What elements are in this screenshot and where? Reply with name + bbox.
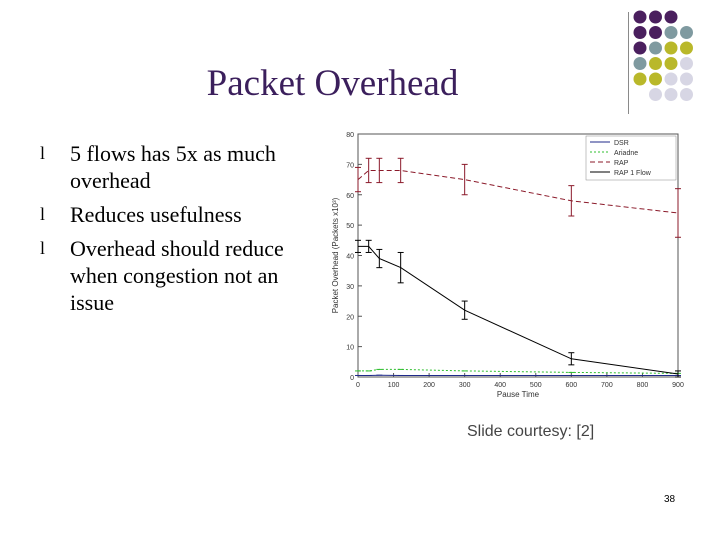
decorative-dot	[633, 10, 647, 24]
bullet-item: l 5 flows has 5x as much overhead	[40, 140, 310, 194]
decorative-dot	[680, 26, 693, 39]
decorative-dot-grid	[633, 10, 693, 101]
legend-box	[585, 135, 677, 181]
decorative-dot	[649, 72, 662, 86]
decorative-dot	[649, 41, 662, 55]
x-tick-label: 200	[423, 382, 435, 389]
decorative-dot	[649, 26, 662, 39]
x-axis-label: Pause Time	[497, 390, 540, 399]
y-tick-label: 10	[346, 345, 354, 352]
bullet-text: Reduces usefulness	[70, 202, 242, 227]
x-tick-label: 600	[565, 382, 577, 389]
decorative-dot	[633, 41, 647, 55]
decorative-dot	[633, 57, 647, 70]
y-axis-label: Packet Overhead (Packets x10³)	[331, 197, 340, 313]
decorative-dot	[680, 41, 693, 55]
x-tick-label: 900	[672, 382, 684, 389]
bullet-item: l Overhead should reduce when congestion …	[40, 235, 310, 316]
decorative-dot	[664, 72, 678, 86]
bullet-icon: l	[40, 238, 46, 258]
x-tick-label: 800	[637, 382, 649, 389]
decorative-dot	[664, 26, 678, 39]
y-tick-label: 60	[346, 193, 354, 200]
decorative-dot	[633, 26, 647, 39]
decorative-dot	[664, 41, 678, 55]
legend-label: DSR	[614, 140, 629, 147]
decorative-dot	[664, 88, 678, 101]
y-tick-label: 80	[346, 132, 354, 139]
decorative-dot	[649, 10, 662, 24]
decorative-divider-line	[628, 12, 629, 114]
bullet-text: Overhead should reduce when congestion n…	[70, 236, 284, 315]
legend-label: RAP 1 Flow	[614, 170, 652, 177]
decorative-dot	[680, 57, 693, 70]
bullet-icon: l	[40, 204, 46, 224]
decorative-dot	[664, 57, 678, 70]
bullet-item: l Reduces usefulness	[40, 201, 310, 228]
legend-label: Ariadne	[614, 150, 638, 157]
x-tick-label: 400	[494, 382, 506, 389]
y-tick-label: 70	[346, 162, 354, 169]
x-tick-label: 700	[601, 382, 613, 389]
bullet-list: l 5 flows has 5x as much overhead l Reduce…	[40, 140, 310, 323]
decorative-dot	[664, 10, 678, 24]
y-tick-label: 0	[350, 375, 354, 382]
decorative-dot	[633, 72, 647, 86]
bullet-icon: l	[40, 143, 46, 163]
decorative-dot	[680, 72, 693, 86]
x-tick-label: 300	[459, 382, 471, 389]
decorative-dot	[649, 88, 662, 101]
slide-courtesy: Slide courtesy: [2]	[467, 423, 595, 440]
y-tick-label: 20	[346, 314, 354, 321]
x-tick-label: 0	[356, 382, 360, 389]
y-tick-label: 30	[346, 284, 354, 291]
y-tick-label: 50	[346, 223, 354, 230]
decorative-dot	[649, 57, 662, 70]
x-tick-label: 100	[388, 382, 400, 389]
page-number: 38	[664, 494, 676, 505]
bullet-text: 5 flows has 5x as much overhead	[70, 141, 276, 193]
decorative-dot	[680, 88, 693, 101]
slide-title: Packet Overhead	[206, 63, 459, 104]
y-tick-label: 40	[346, 254, 354, 261]
legend-label: RAP	[614, 160, 629, 167]
x-tick-label: 500	[530, 382, 542, 389]
